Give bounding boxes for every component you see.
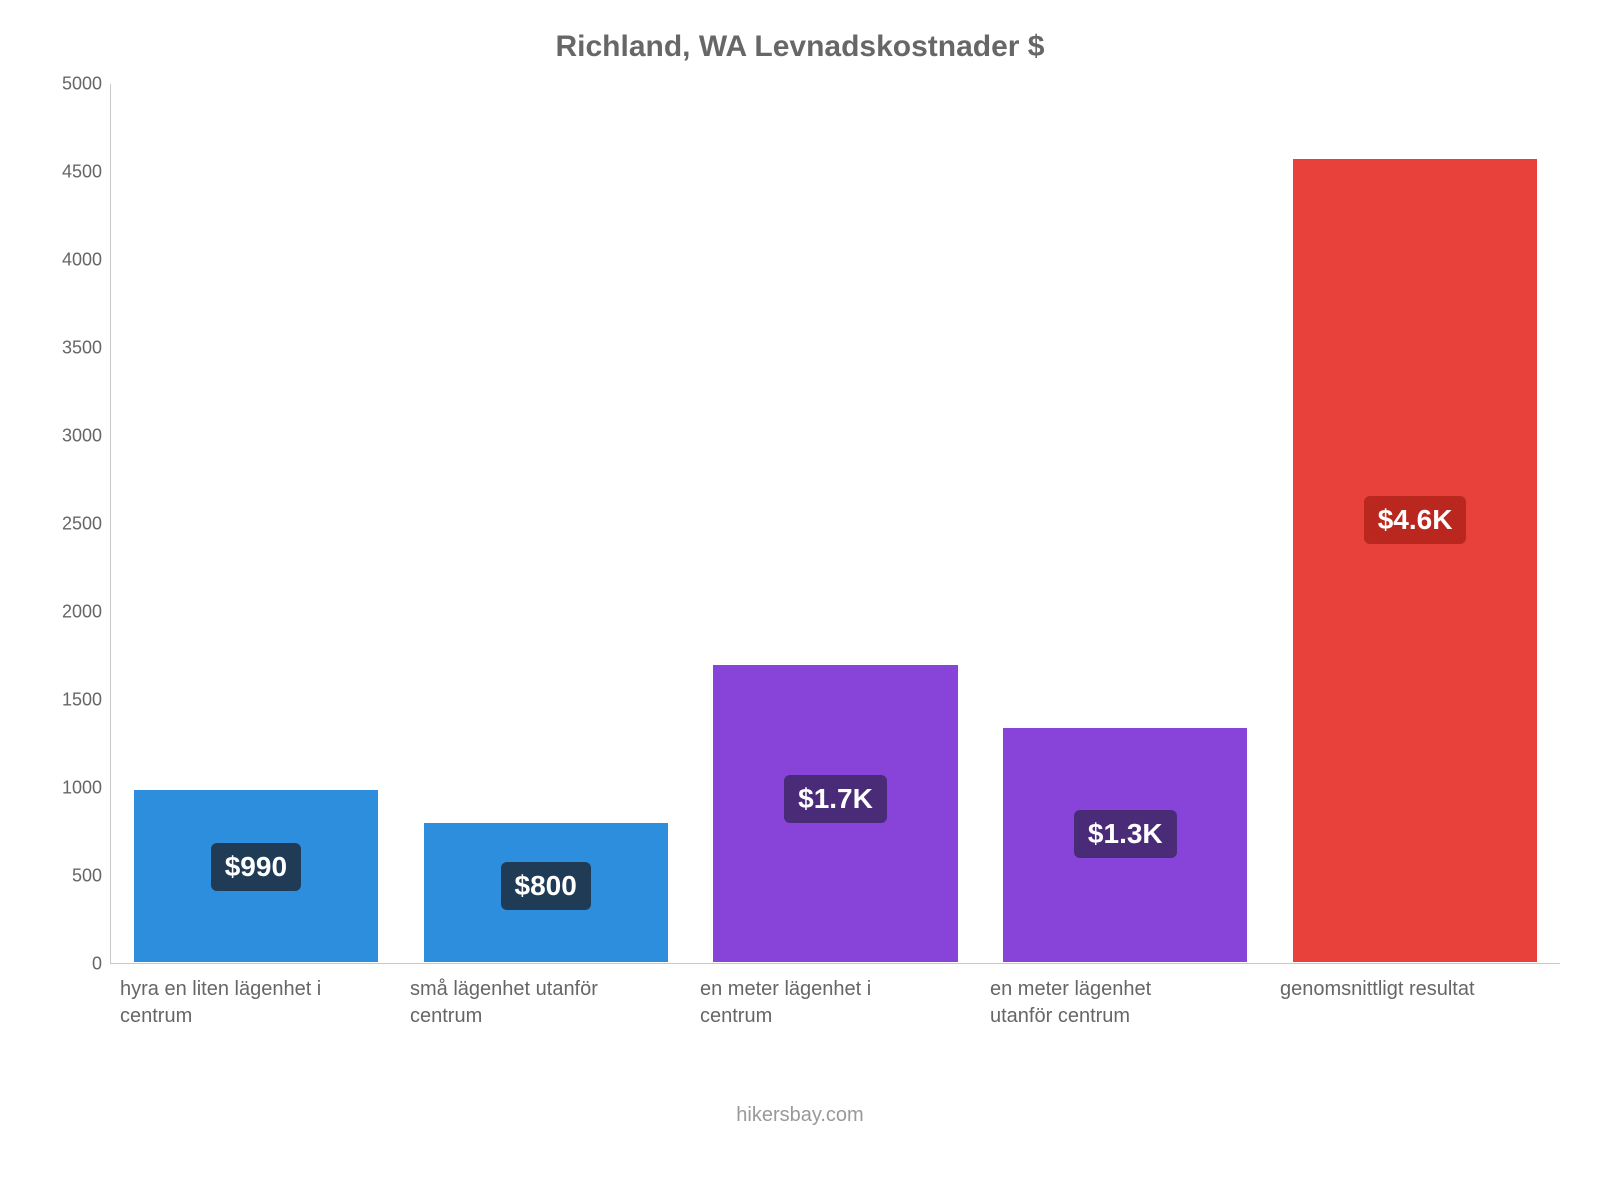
y-tick-label: 1500 [62, 690, 102, 711]
y-tick-label: 3500 [62, 338, 102, 359]
value-badge: $1.7K [784, 775, 887, 823]
bars-group: $990 $800 $1.7K $1.3K $4.6K [111, 84, 1560, 963]
x-category-label: små lägenhet utanför centrum [400, 972, 690, 1034]
x-category-label: genomsnittligt resultat [1270, 972, 1560, 1034]
bar: $1.3K [1002, 727, 1248, 963]
value-badge: $990 [211, 843, 301, 891]
x-axis: hyra en liten lägenhet i centrumsmå läge… [110, 972, 1560, 1034]
bar-slot: $990 [111, 84, 401, 963]
x-category-label: en meter lägenhet i centrum [690, 972, 980, 1034]
bar: $800 [423, 822, 669, 963]
y-tick-label: 2000 [62, 602, 102, 623]
chart-container: Richland, WA Levnadskostnader $ 0 500 1000… [0, 0, 1600, 1200]
y-axis: 0500100015002000250030003500400045005000 [40, 84, 110, 964]
y-tick-label: 5000 [62, 74, 102, 95]
bar-slot: $1.3K [980, 84, 1270, 963]
chart-title: Richland, WA Levnadskostnader $ [40, 30, 1560, 64]
y-tick-label: 1000 [62, 778, 102, 799]
y-tick-label: 500 [72, 866, 102, 887]
bar-slot: $4.6K [1270, 84, 1560, 963]
y-tick-label: 0 [92, 954, 102, 975]
plot-area: $990 $800 $1.7K $1.3K $4.6K [110, 84, 1560, 964]
value-badge: $4.6K [1364, 496, 1467, 544]
y-tick-label: 4000 [62, 250, 102, 271]
y-tick-label: 4500 [62, 162, 102, 183]
x-category-label: hyra en liten lägenhet i centrum [110, 972, 400, 1034]
bar-slot: $1.7K [691, 84, 981, 963]
bar: $1.7K [712, 664, 958, 963]
y-tick-label: 3000 [62, 426, 102, 447]
bar: $990 [133, 789, 379, 963]
y-tick-label: 2500 [62, 514, 102, 535]
bar-slot: $800 [401, 84, 691, 963]
plot-row: 0500100015002000250030003500400045005000… [40, 84, 1560, 964]
footer-credit: hikersbay.com [40, 1104, 1560, 1127]
value-badge: $800 [501, 862, 591, 910]
x-category-label: en meter lägenhet utanför centrum [980, 972, 1270, 1034]
bar: $4.6K [1292, 158, 1538, 963]
value-badge: $1.3K [1074, 810, 1177, 858]
